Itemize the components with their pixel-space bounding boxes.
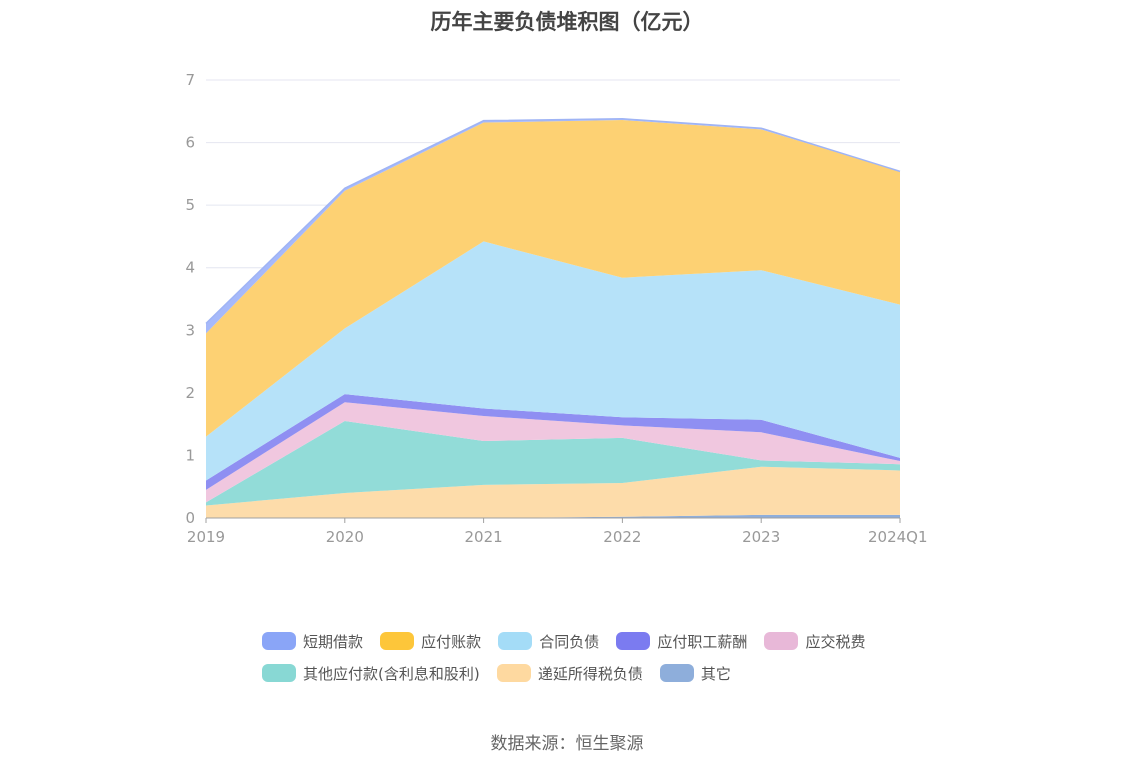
legend-item[interactable]: 其它 (659, 662, 731, 684)
y-tick-label: 6 (185, 134, 195, 152)
legend-label: 合同负债 (539, 632, 600, 651)
data-source: 数据来源：恒生聚源 (490, 734, 644, 754)
axes: 0 1 2 3 4 5 6 7 2019 2020 2021 2022 2023 2024Q1 (185, 71, 927, 546)
y-tick-label: 0 (185, 509, 195, 527)
area-series-应付账款[interactable] (206, 120, 900, 437)
area-series-合同负债[interactable] (206, 241, 900, 481)
legend-swatch (496, 664, 531, 682)
legend-label: 其它 (700, 664, 731, 683)
legend-label: 其他应付款(含利息和股利) (303, 664, 480, 683)
stacked-area-chart: 0 1 2 3 4 5 6 7 2019 2020 2021 2022 2023 2024Q1 (185, 71, 927, 546)
legend-swatch (498, 632, 533, 650)
area-series-递延所得税负债[interactable] (206, 466, 900, 518)
legend-item[interactable]: 其他应付款(含利息和股利) (262, 662, 480, 684)
y-tick-label: 7 (185, 71, 195, 89)
area-series-应交税费[interactable] (206, 402, 900, 503)
legend-swatch (764, 632, 799, 650)
x-tick-label: 2022 (603, 528, 641, 546)
legend-swatch (380, 632, 415, 650)
area-series-应付职工薪酬[interactable] (206, 394, 900, 490)
area-series (205, 118, 901, 518)
x-tick-label: 2019 (187, 528, 225, 546)
x-tick-label: 2023 (742, 528, 780, 546)
legend-label: 应交税费 (805, 632, 866, 651)
x-tick-label: 2024Q1 (868, 528, 928, 546)
legend-swatch (659, 664, 694, 682)
x-tick-label: 2020 (326, 528, 364, 546)
legend-item[interactable]: 应付职工薪酬 (616, 630, 747, 652)
legend: 短期借款 应付账款 合同负债 应付职工薪酬 应交税费 其他应付款(含利息和股利)… (262, 630, 902, 694)
legend-label: 递延所得税负债 (537, 664, 643, 683)
legend-swatch (262, 632, 296, 650)
legend-item[interactable]: 短期借款 (262, 630, 363, 652)
x-tick-label: 2021 (465, 528, 503, 546)
legend-item[interactable]: 应交税费 (764, 630, 865, 652)
legend-label: 应付职工薪酬 (657, 632, 748, 651)
chart-title: 历年主要负债堆积图（亿元） (430, 10, 704, 34)
y-tick-label: 5 (185, 196, 195, 214)
stack-top-line (205, 118, 901, 324)
legend-label: 应付账款 (421, 632, 482, 651)
area-series-其他应付款(含利息和股利)[interactable] (206, 421, 900, 506)
legend-item[interactable]: 合同负债 (498, 630, 599, 652)
legend-swatch (616, 632, 651, 650)
y-tick-label: 4 (185, 259, 195, 277)
y-tick-label: 1 (185, 446, 195, 464)
area-series-其它[interactable] (206, 514, 900, 518)
legend-swatch (262, 664, 296, 682)
y-tick-label: 2 (185, 384, 195, 402)
y-tick-label: 3 (185, 321, 195, 339)
legend-item[interactable]: 递延所得税负债 (496, 662, 643, 684)
area-series-短期借款[interactable] (206, 118, 900, 334)
legend-label: 短期借款 (303, 632, 364, 651)
legend-item[interactable]: 应付账款 (380, 630, 481, 652)
